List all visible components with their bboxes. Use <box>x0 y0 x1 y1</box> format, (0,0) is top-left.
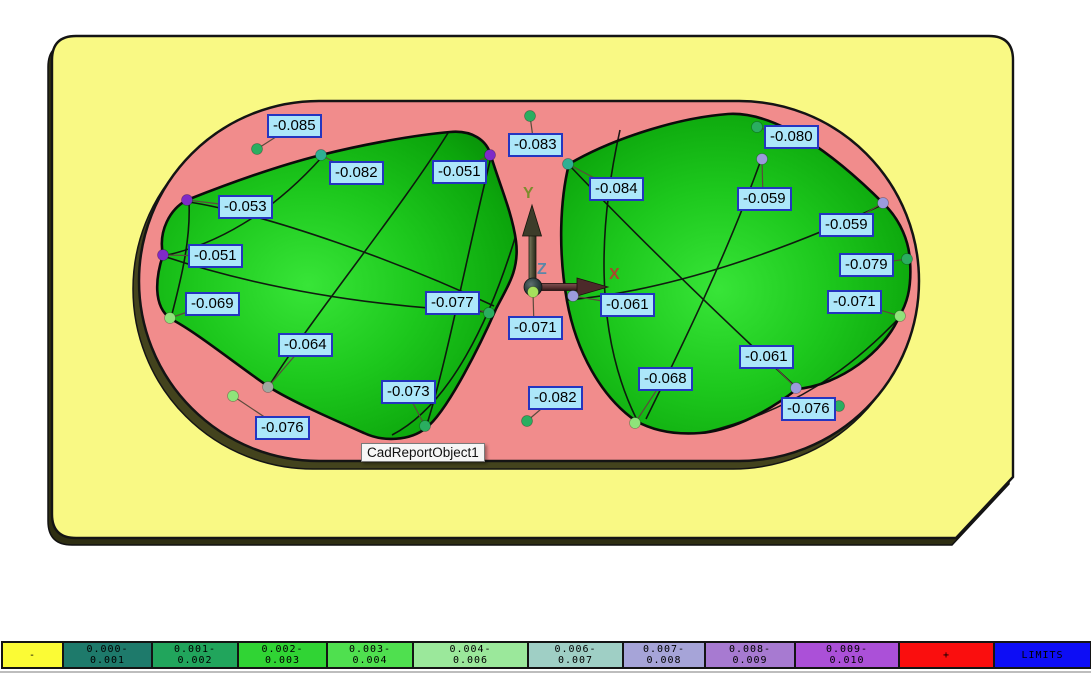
measurement-point <box>751 121 763 133</box>
measurement-point <box>901 253 913 265</box>
legend-range-line2: 0.002 <box>177 655 213 666</box>
measurement-point <box>756 153 768 165</box>
measurement-point <box>894 310 906 322</box>
deviation-label[interactable]: -0.080 <box>764 125 819 149</box>
legend-segment[interactable]: 0.000- 0.001 <box>64 643 153 667</box>
legend-segment[interactable]: 0.002- 0.003 <box>239 643 328 667</box>
axis-y-label: Y <box>523 185 534 202</box>
deviation-label[interactable]: -0.064 <box>278 333 333 357</box>
axis-x-arrowhead <box>576 277 610 297</box>
measurement-point <box>562 158 574 170</box>
legend-range-line2: 0.007 <box>557 655 594 666</box>
deviation-label[interactable]: -0.071 <box>827 290 882 314</box>
legend-underline <box>0 671 1091 673</box>
legend-range-line1: 0.002- <box>261 644 304 655</box>
legend-range-line2: 0.001 <box>89 655 126 666</box>
legend-segment[interactable]: 0.009- 0.010 <box>796 643 900 667</box>
legend-range-line2: 0.009 <box>732 655 768 666</box>
deviation-label[interactable]: -0.084 <box>589 177 644 201</box>
measurement-point <box>483 307 495 319</box>
legend-segment[interactable]: 0.003- 0.004 <box>328 643 414 667</box>
legend-range-line1: + <box>942 649 951 661</box>
legend-segment[interactable]: LIMITS <box>995 643 1090 667</box>
axis-y-arrowhead <box>521 203 543 237</box>
axis-z-label: Z <box>537 261 547 278</box>
legend-range-line1: - <box>28 649 37 661</box>
measurement-point <box>157 249 169 261</box>
legend-segment[interactable]: 0.001- 0.002 <box>153 643 239 667</box>
measurement-point <box>251 143 263 155</box>
deviation-label[interactable]: -0.061 <box>739 345 794 369</box>
deviation-label[interactable]: -0.059 <box>819 213 874 237</box>
measurement-points <box>157 110 913 432</box>
legend-segment[interactable]: 0.004- 0.006 <box>414 643 529 667</box>
legend-segment[interactable]: 0.007- 0.008 <box>624 643 706 667</box>
measurement-point <box>227 390 239 402</box>
measurement-point <box>164 312 176 324</box>
legend-range-line2: 0.006 <box>452 655 489 666</box>
measurement-point <box>527 286 539 298</box>
deviation-label[interactable]: -0.068 <box>638 367 693 391</box>
legend-segment[interactable]: - <box>3 643 64 667</box>
measurement-point <box>877 197 889 209</box>
legend-segment[interactable]: 0.008- 0.009 <box>706 643 796 667</box>
legend-range-line2: 0.008 <box>646 655 682 666</box>
deviation-label[interactable]: -0.061 <box>600 293 655 317</box>
legend-range-line1: 0.009- <box>825 644 869 655</box>
deviation-color-scale: -0.000- 0.001 0.001- 0.002 0.002- 0.003 0.003-… <box>1 641 1091 669</box>
deviation-label[interactable]: -0.051 <box>188 244 243 268</box>
deviation-label[interactable]: -0.085 <box>267 114 322 138</box>
measurement-point <box>521 415 533 427</box>
surface-right-blob <box>559 112 912 435</box>
cad-object-tooltip: CadReportObject1 <box>361 443 485 462</box>
legend-range-line1: 0.006- <box>554 644 597 655</box>
measurement-point <box>419 420 431 432</box>
measurement-point <box>484 149 496 161</box>
legend-range-line1: LIMITS <box>1021 649 1064 661</box>
deviation-label[interactable]: -0.059 <box>737 187 792 211</box>
deviation-label[interactable]: -0.071 <box>508 316 563 340</box>
deviation-label[interactable]: -0.077 <box>425 291 480 315</box>
legend-segment[interactable]: 0.006- 0.007 <box>529 643 624 667</box>
deviation-label[interactable]: -0.069 <box>185 292 240 316</box>
measurement-point <box>181 194 193 206</box>
deviation-label[interactable]: -0.073 <box>381 380 436 404</box>
legend-range-line1: 0.008- <box>728 644 772 655</box>
axis-x-label: X <box>609 266 620 283</box>
legend-range-line1: 0.000- <box>86 644 129 655</box>
legend-range-line1: 0.004- <box>449 644 492 655</box>
measurement-point <box>315 149 327 161</box>
deviation-label[interactable]: -0.051 <box>432 160 487 184</box>
deviation-label[interactable]: -0.082 <box>528 386 583 410</box>
legend-range-line2: 0.004 <box>352 655 388 666</box>
measurement-point <box>790 382 802 394</box>
deviation-label[interactable]: -0.076 <box>255 416 310 440</box>
measurement-point <box>524 110 536 122</box>
measurement-point <box>262 381 274 393</box>
legend-range-line1: 0.001- <box>173 644 217 655</box>
deviation-label[interactable]: -0.053 <box>218 195 273 219</box>
measurement-point <box>629 417 641 429</box>
legend-range-line1: 0.003- <box>348 644 392 655</box>
measurement-point <box>567 290 579 302</box>
deviation-label[interactable]: -0.079 <box>839 253 894 277</box>
deviation-label[interactable]: -0.083 <box>508 133 563 157</box>
legend-range-line2: 0.003 <box>264 655 301 666</box>
deviation-label[interactable]: -0.076 <box>781 397 836 421</box>
legend-range-line2: 0.010 <box>829 655 865 666</box>
deviation-label[interactable]: -0.082 <box>329 161 384 185</box>
axis-x-shaft <box>539 283 581 291</box>
legend-segment[interactable]: + <box>900 643 995 667</box>
legend-range-line1: 0.007- <box>642 644 686 655</box>
